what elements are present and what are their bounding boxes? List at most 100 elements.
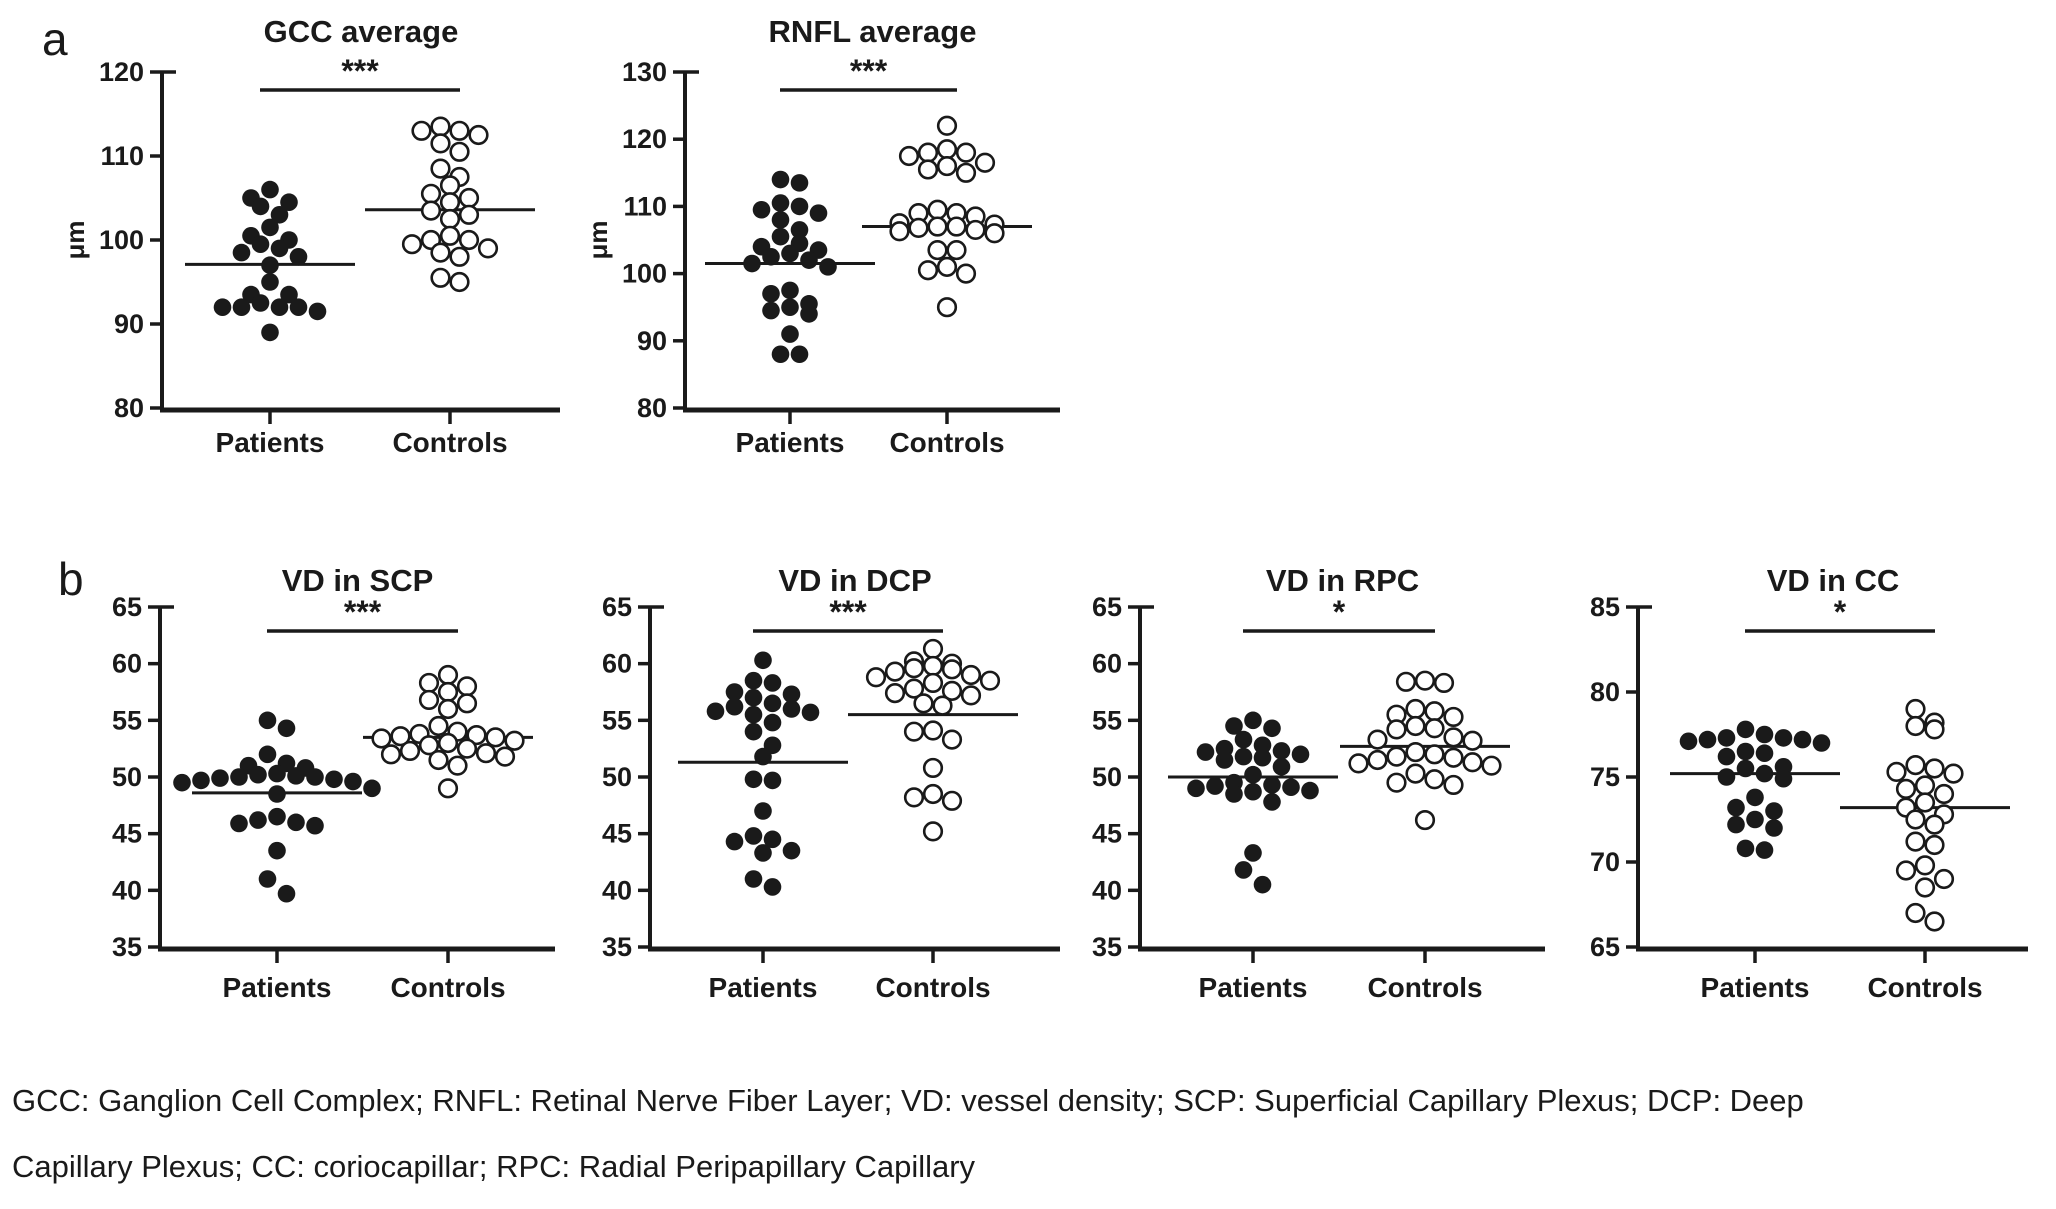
y-tick-label: 75 bbox=[1590, 762, 1620, 792]
y-tick-label: 60 bbox=[602, 649, 632, 679]
data-point-controls bbox=[430, 133, 451, 154]
chart-rnfl-average: RNFL average 80 90 100 110 120 130 μm Patients Co… bbox=[583, 0, 1210, 470]
y-tick-label: 65 bbox=[112, 592, 142, 622]
data-point-controls bbox=[941, 659, 963, 680]
data-point-patients bbox=[1291, 745, 1310, 764]
data-point-controls bbox=[922, 757, 944, 779]
x-tick-label-controls: Controls bbox=[875, 972, 990, 1003]
y-tick-label: 110 bbox=[100, 141, 144, 171]
data-point-patients bbox=[1234, 730, 1253, 749]
data-point-controls bbox=[908, 217, 929, 239]
y-tick-label: 80 bbox=[637, 393, 667, 423]
data-point-patients bbox=[268, 764, 286, 783]
data-point-controls bbox=[447, 755, 468, 776]
data-point-controls bbox=[1895, 860, 1917, 881]
data-point-patients bbox=[706, 702, 725, 721]
data-point-patients bbox=[800, 305, 818, 323]
data-point-patients bbox=[261, 218, 279, 237]
data-point-patients bbox=[1698, 730, 1717, 749]
data-point-patients bbox=[763, 830, 782, 849]
data-point-controls bbox=[1405, 715, 1426, 737]
y-tick-label: 90 bbox=[637, 326, 667, 356]
data-point-patients bbox=[744, 705, 763, 724]
data-point-controls bbox=[437, 732, 459, 754]
data-point-patients bbox=[771, 194, 790, 212]
data-point-patients bbox=[270, 206, 289, 224]
y-tick-label: 120 bbox=[99, 57, 144, 87]
data-point-controls bbox=[941, 729, 963, 750]
data-point-controls bbox=[437, 778, 459, 799]
data-point-controls bbox=[458, 204, 480, 225]
data-point-patients bbox=[771, 345, 790, 364]
data-point-patients bbox=[1206, 777, 1224, 795]
data-point-patients bbox=[763, 674, 782, 692]
data-point-controls bbox=[1348, 753, 1369, 774]
data-point-controls bbox=[1914, 792, 1936, 813]
data-point-patients bbox=[1187, 779, 1205, 798]
data-point-controls bbox=[430, 267, 451, 288]
data-point-patients bbox=[230, 814, 248, 833]
data-point-controls bbox=[1905, 755, 1926, 776]
y-tick-label: 70 bbox=[1590, 847, 1620, 877]
data-point-controls bbox=[1924, 719, 1945, 740]
data-point-controls bbox=[1933, 783, 1955, 805]
data-point-controls bbox=[917, 142, 939, 163]
chart-vd-rpc: VD in RPC 35 40 45 50 55 60 65 Patients Controls * bbox=[1065, 545, 1570, 1050]
chart-vd-dcp-svg: VD in DCP 35 40 45 50 55 60 65 Patients Controls *… bbox=[602, 563, 1060, 1003]
data-point-patients bbox=[251, 235, 270, 253]
data-point-patients bbox=[251, 294, 270, 312]
data-point-patients bbox=[344, 772, 362, 791]
panel-b-label: b bbox=[58, 553, 84, 605]
significance-stars: * bbox=[1333, 594, 1346, 630]
y-tick-label: 55 bbox=[1092, 705, 1122, 735]
data-point-controls bbox=[1905, 902, 1926, 924]
data-point-controls bbox=[917, 159, 939, 180]
data-point-patients bbox=[809, 204, 828, 222]
x-tick-label-patients: Patients bbox=[1701, 972, 1810, 1003]
data-point-patients bbox=[782, 841, 801, 860]
data-point-patients bbox=[754, 747, 772, 766]
data-point-patients bbox=[1679, 732, 1698, 751]
data-point-controls bbox=[913, 693, 934, 714]
data-point-patients bbox=[763, 771, 782, 790]
data-point-controls bbox=[1462, 752, 1483, 773]
data-point-patients bbox=[1225, 785, 1243, 803]
data-point-patients bbox=[763, 713, 782, 732]
data-point-controls bbox=[380, 744, 402, 765]
caption-line-1: GCC: Ganglion Cell Complex; RNFL: Retina… bbox=[12, 1083, 1804, 1118]
data-point-controls bbox=[1924, 834, 1945, 856]
chart-title: VD in SCP bbox=[282, 563, 434, 598]
data-point-patients bbox=[258, 711, 277, 730]
data-point-patients bbox=[752, 200, 771, 219]
data-point-patients bbox=[270, 298, 289, 317]
data-point-patients bbox=[1263, 719, 1281, 738]
chart-vd-scp: VD in SCP 35 40 45 50 55 60 65 Patients Controls *… bbox=[55, 545, 560, 1050]
data-point-patients bbox=[1736, 720, 1755, 739]
panel-b-row: VD in SCP 35 40 45 50 55 60 65 Patients Controls *… bbox=[55, 545, 2046, 1050]
data-point-controls bbox=[955, 263, 977, 284]
data-point-controls bbox=[485, 727, 506, 748]
data-point-controls bbox=[1405, 763, 1426, 784]
data-point-controls bbox=[418, 672, 440, 694]
x-tick-label-controls: Controls bbox=[390, 972, 505, 1003]
data-point-controls bbox=[1386, 772, 1407, 793]
data-point-controls bbox=[1386, 719, 1407, 740]
data-point-controls bbox=[449, 271, 470, 293]
y-tick-label: 100 bbox=[622, 259, 667, 289]
data-point-patients bbox=[1755, 725, 1774, 744]
data-point-patients bbox=[268, 807, 286, 826]
y-tick-label: 90 bbox=[114, 309, 144, 339]
data-point-patients bbox=[1244, 844, 1262, 862]
data-point-controls bbox=[371, 728, 392, 749]
data-point-controls bbox=[1905, 715, 1926, 737]
data-point-patients bbox=[1717, 747, 1736, 766]
x-tick-label-controls: Controls bbox=[392, 427, 507, 458]
data-point-patients bbox=[762, 247, 780, 266]
data-point-patients bbox=[744, 722, 763, 741]
y-tick-label: 55 bbox=[602, 705, 632, 735]
data-point-controls bbox=[1414, 670, 1436, 691]
data-point-patients bbox=[1234, 861, 1253, 879]
data-point-controls bbox=[504, 730, 525, 751]
data-point-controls bbox=[936, 256, 958, 277]
data-point-patients bbox=[1755, 744, 1774, 762]
